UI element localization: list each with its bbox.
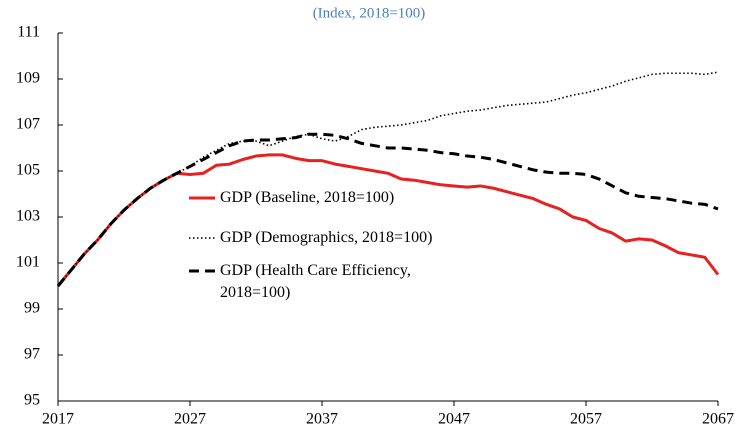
legend-label: GDP (Health Care Efficiency, 2018=100): [220, 262, 411, 301]
y-tick-label: 97: [24, 346, 40, 363]
chart-subtitle: (Index, 2018=100): [313, 5, 426, 21]
x-tick-label: 2057: [570, 411, 602, 428]
y-tick-label: 101: [16, 254, 40, 271]
legend-swatch: [189, 196, 215, 200]
x-tick-label: 2027: [174, 411, 206, 428]
y-tick-label: 107: [16, 116, 40, 133]
legend-swatch: [189, 237, 215, 239]
y-tick-label: 99: [24, 300, 40, 317]
legend-item: GDP (Demographics, 2018=100): [188, 227, 465, 249]
y-tick-label: 95: [24, 392, 40, 409]
y-tick-label: 111: [17, 24, 40, 41]
x-tick-label: 2037: [306, 411, 338, 428]
y-tick-label: 109: [16, 70, 40, 87]
legend-label: GDP (Baseline, 2018=100): [220, 189, 395, 206]
legend-item: GDP (Baseline, 2018=100): [188, 187, 465, 209]
legend-label: GDP (Demographics, 2018=100): [220, 229, 433, 246]
legend-swatch: [189, 269, 215, 273]
x-tick-label: 2067: [702, 411, 734, 428]
series-line: [57, 71, 719, 287]
series-line: [56, 132, 719, 287]
y-tick-label: 105: [16, 162, 40, 179]
series-line: [56, 153, 720, 287]
y-tick-label: 103: [16, 208, 40, 225]
x-tick-label: 2047: [438, 411, 470, 428]
legend-item: GDP (Health Care Efficiency, 2018=100): [188, 260, 465, 304]
x-tick-label: 2017: [42, 411, 74, 428]
